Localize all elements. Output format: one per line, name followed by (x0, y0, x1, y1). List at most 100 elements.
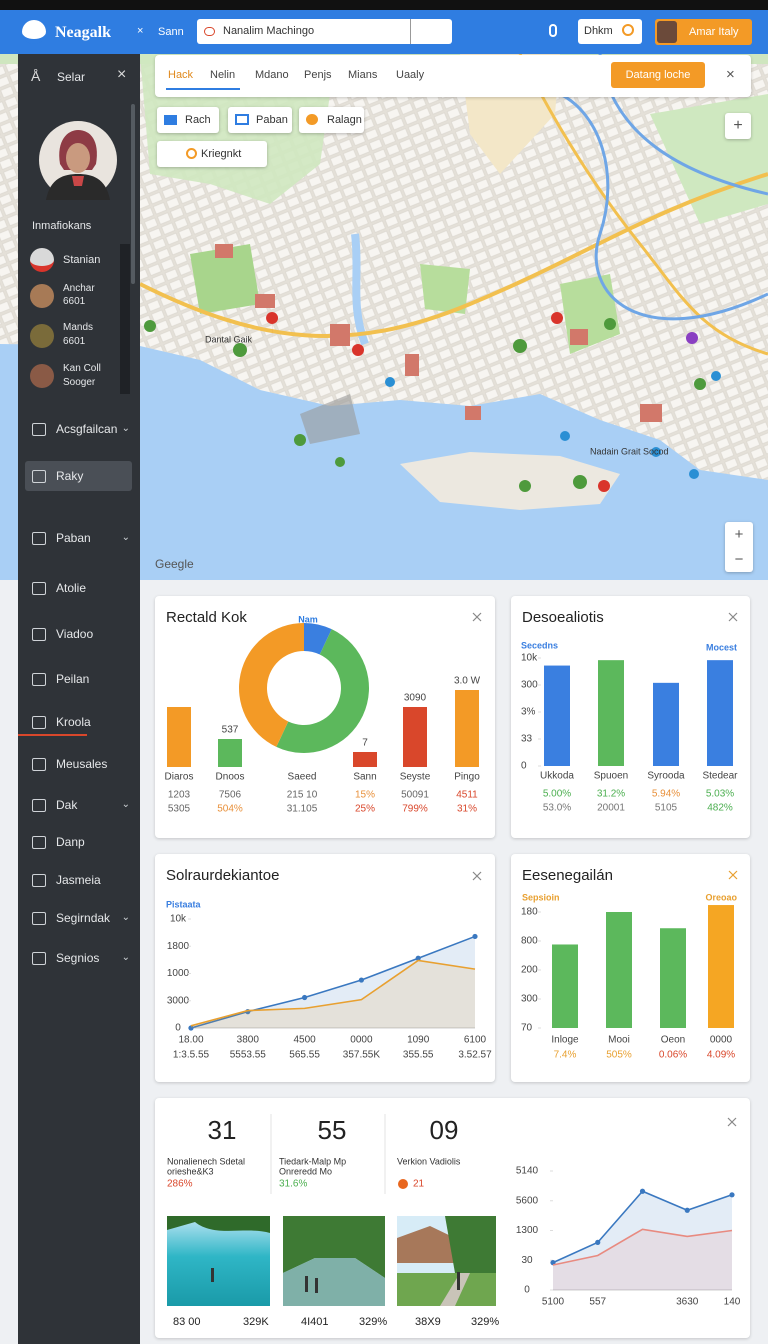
chart: Desoealiotis Secedns Mocest Ukkoda 5.00% 53.0… (521, 609, 738, 814)
map-tab[interactable]: Mdano (255, 69, 289, 81)
line (552, 1228, 733, 1266)
nav-item[interactable]: Danp (32, 829, 140, 855)
status-bar (0, 0, 768, 10)
mic-icon[interactable] (549, 24, 557, 37)
nav-label: Raky (56, 469, 84, 483)
bar (707, 660, 733, 766)
nav-item[interactable]: Raky (32, 463, 140, 489)
close-icon (472, 871, 482, 881)
line (190, 935, 476, 1029)
status-dot (398, 1179, 408, 1189)
nav-item[interactable]: Paban ⌄ (32, 525, 140, 551)
tab-underline (166, 88, 240, 90)
nav-label: Jasmeia (56, 873, 101, 887)
search-box[interactable]: Nanalim Machingo (197, 19, 452, 44)
nav-item[interactable]: Viadoo (32, 621, 140, 647)
bar (455, 690, 479, 767)
y-tick-label: 5600 (516, 1195, 539, 1206)
nav-label: Dak (56, 798, 78, 812)
bar (660, 928, 686, 1028)
bar (353, 752, 377, 767)
bar (218, 739, 242, 767)
row-value: 15% (355, 790, 375, 801)
data-label: 3.0 W (454, 676, 481, 687)
legend-entry: Sepsioin (522, 892, 560, 902)
row-value: 25% (355, 804, 375, 815)
y-tick-label: 0 (524, 1285, 530, 1296)
y-tick-label: 33 (521, 734, 533, 745)
data-label: 3090 (404, 693, 427, 704)
donut-label: Nam (298, 614, 318, 624)
tab-close[interactable]: × (137, 25, 144, 37)
map-tab[interactable]: Penjs (304, 69, 332, 81)
x-tick-label: 3800 (237, 1035, 260, 1046)
divider (410, 19, 411, 44)
y-tick-label: 300 (521, 680, 538, 691)
nav-item[interactable]: Kroola (32, 709, 140, 735)
section-title: Inmafiokans (32, 220, 92, 232)
map-tab[interactable]: Mians (348, 69, 378, 81)
x-tick-label: Saeed (288, 772, 317, 783)
stat-label: Tiedark-Malp Mp (279, 1156, 346, 1166)
stat-label: orieshe&K3 (167, 1166, 214, 1176)
stat-label: Verkion Vadiolis (397, 1156, 461, 1166)
nav-item[interactable]: Meusales (32, 751, 140, 777)
point (595, 1239, 601, 1245)
legend-entry: Pistaata (166, 899, 202, 909)
x-tick-label: 3.52.57 (458, 1050, 492, 1061)
bar (598, 660, 624, 766)
image-caption: 4I401 (301, 1316, 329, 1328)
action-button[interactable]: Datang loche (611, 62, 705, 88)
person-sub: Sooger (63, 377, 96, 388)
nav-item[interactable]: Acsgfailcan ⌄ (32, 416, 140, 442)
close-icon (472, 612, 482, 622)
map-brand: Geegle (155, 557, 194, 571)
filter-chip[interactable]: Kriegnkt (157, 141, 267, 167)
nav-label: Danp (56, 835, 85, 849)
header-tab[interactable]: Sann (158, 26, 184, 38)
row-value: 53.0% (543, 803, 571, 814)
row-value: 215 10 (287, 790, 318, 801)
map-tab[interactable]: Hack (168, 69, 194, 81)
row-value: 5305 (168, 804, 191, 815)
nav-item[interactable]: Jasmeia (32, 867, 140, 893)
y-tick-label: 800 (521, 936, 538, 947)
x-tick-label: Mooi (608, 1035, 630, 1046)
donut-slice (238, 623, 304, 747)
nav-label: Segnios (56, 951, 100, 965)
close-icon[interactable]: × (726, 66, 735, 83)
x-tick-label: Ukkoda (540, 771, 574, 782)
y-tick-label: 1800 (167, 941, 190, 952)
nav-item[interactable]: Segnios ⌄ (32, 945, 140, 971)
close-icon (728, 870, 738, 880)
bar (606, 912, 632, 1028)
x-tick-label: 6100 (464, 1035, 487, 1046)
x-tick-label: Pingo (454, 772, 480, 783)
zoom-control[interactable]: + − (725, 522, 753, 572)
nav-item[interactable]: Dak ⌄ (32, 792, 140, 818)
nav-item[interactable]: Segirndak ⌄ (32, 905, 140, 931)
bar (167, 707, 191, 767)
row-value: 482% (707, 803, 733, 814)
filter-chip[interactable]: Paban (228, 107, 292, 133)
stat-change: 31.6% (279, 1179, 307, 1190)
nav-item[interactable]: Peilan (32, 666, 140, 692)
bar (403, 707, 427, 767)
y-tick-label: 10k (521, 653, 538, 664)
area (553, 1229, 732, 1290)
map-add[interactable]: + (725, 113, 751, 139)
row-value: 504% (217, 804, 243, 815)
x-tick-label: 355.55 (403, 1050, 434, 1061)
logo-icon (22, 20, 46, 44)
row-value: 1203 (168, 790, 191, 801)
sidebar-close[interactable]: × (117, 66, 127, 83)
x-tick-label: 557 (589, 1297, 606, 1308)
map-tab[interactable]: Nelin (210, 69, 236, 81)
chip-icon (235, 114, 249, 125)
legend-entry: Oreoao (705, 892, 737, 902)
map-tab[interactable]: Uaaly (396, 69, 425, 81)
nav-item[interactable]: Atolie (32, 575, 140, 601)
card-title: Desoealiotis (522, 609, 604, 626)
row-value: 20001 (597, 803, 625, 814)
